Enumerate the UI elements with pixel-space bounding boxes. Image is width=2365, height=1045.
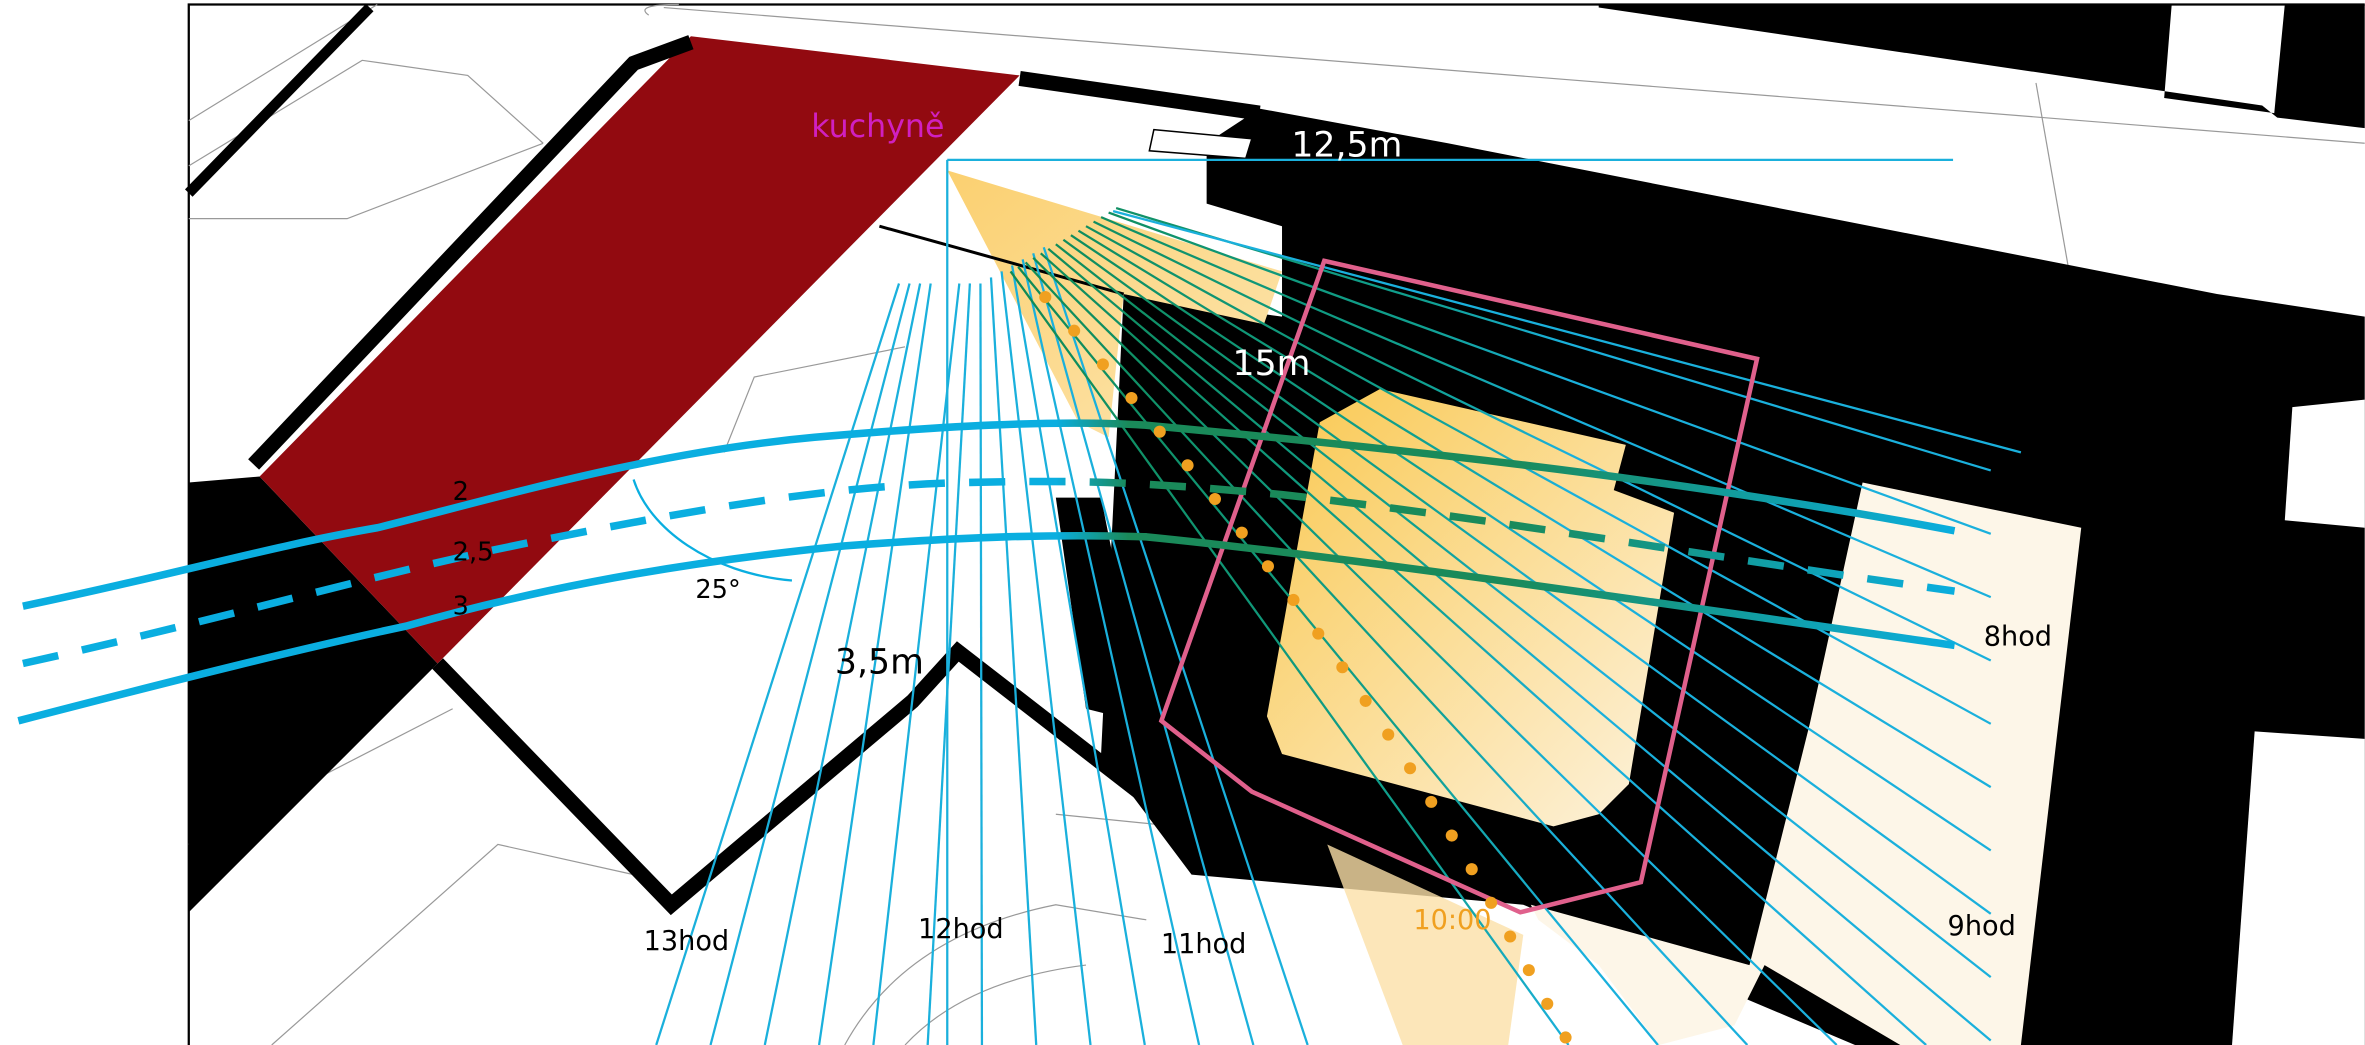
plot-outline (1158, 258, 1760, 915)
height-curves (17, 419, 1956, 725)
ray (655, 283, 901, 1045)
sun-dot (1125, 391, 1138, 405)
time-label: 8hod (1984, 621, 2052, 652)
sun-dot (1208, 492, 1221, 506)
courtyard (2232, 731, 2365, 1045)
time-label: 11hod (1161, 929, 1247, 960)
building (1598, 4, 2365, 129)
ray (1040, 252, 1927, 1045)
street-line (188, 59, 544, 167)
height-curve (22, 419, 1956, 610)
leader-line (879, 224, 1125, 296)
sun-path (1039, 291, 1572, 1044)
level-label: 2,5 (453, 537, 494, 567)
ray (817, 283, 932, 1045)
sun-dot (1522, 964, 1535, 977)
ray (1093, 220, 1992, 662)
ray (1009, 270, 1570, 1045)
labels: kuchyně 12,5m 15m 3,5m 25° 2 2,5 3 8hod … (453, 109, 2052, 960)
sun-dot (1312, 627, 1325, 640)
ray (1062, 238, 1992, 915)
ray (1077, 229, 1992, 789)
height-curve-dashed (22, 477, 1956, 668)
ray (1070, 234, 1992, 852)
time-label: 9hod (1948, 911, 2016, 942)
ray (989, 277, 1038, 1045)
sun-dot (1404, 762, 1417, 775)
courtyard (1530, 482, 2082, 1045)
ray (926, 283, 972, 1045)
ray (1024, 261, 1749, 1045)
street-line (663, 6, 2365, 144)
ray (709, 283, 911, 1045)
kitchen-label: kuchyně (811, 109, 944, 145)
sun-dot (1039, 291, 1052, 304)
street-line (723, 346, 906, 453)
distance-label: 12,5m (1291, 125, 1402, 165)
level-label: 3 (453, 592, 469, 622)
ray (1021, 259, 1201, 1045)
ray (979, 283, 984, 1045)
ray (1112, 210, 2022, 454)
sun-dot (1287, 593, 1300, 606)
street-line (271, 843, 634, 1045)
ray (1032, 257, 1838, 1045)
street-line (904, 964, 1087, 1045)
time-label: 13hod (644, 926, 730, 957)
ray (1032, 253, 1255, 1045)
sun-dot (1153, 425, 1166, 438)
street-line (188, 142, 544, 220)
sun-dot (1465, 863, 1478, 876)
sun-dot (1541, 997, 1554, 1010)
ray (1000, 271, 1092, 1045)
angle-arc (632, 479, 793, 582)
sun-dot (1261, 560, 1274, 573)
sun-dot (1068, 324, 1081, 337)
sun-dot (1359, 694, 1372, 707)
ray (1085, 225, 1992, 725)
distance-label: 3,5m (835, 642, 924, 682)
sun-dot (1096, 358, 1109, 371)
sun-dot (1445, 829, 1458, 842)
sun-dot (1181, 459, 1194, 472)
height-curve (17, 531, 1956, 725)
distance-label: 15m (1233, 344, 1311, 384)
ray (1108, 211, 1992, 535)
street-line (188, 4, 378, 122)
courtyard (2284, 399, 2365, 528)
sun-dot (1485, 896, 1498, 909)
buildings (184, 3, 2365, 1045)
building (188, 476, 438, 913)
ray (1055, 243, 1992, 979)
time-label: 12hod (918, 914, 1004, 945)
sun-dot (1336, 661, 1349, 674)
sun-dot (1235, 526, 1248, 539)
ray (763, 283, 922, 1045)
ray (1115, 207, 1992, 472)
courtyard-sun (1266, 389, 1675, 827)
ray (872, 283, 961, 1045)
balcony (1148, 128, 1253, 160)
street-line (644, 3, 679, 16)
wall (1018, 70, 1261, 121)
ray (1010, 265, 1146, 1045)
wall (248, 35, 694, 470)
building (1101, 108, 2365, 1045)
time-label: 10:00 (1413, 905, 1491, 936)
level-label: 2 (453, 477, 469, 507)
sun-wedge (1327, 844, 1524, 1045)
sun-dot (1559, 1031, 1572, 1044)
sun-dot (1382, 728, 1395, 741)
ray (1100, 216, 1992, 599)
wall (184, 3, 374, 197)
sun-dot (1504, 930, 1517, 943)
ray (1047, 247, 1992, 1042)
angle-label: 25° (695, 575, 740, 605)
ray (1017, 266, 1659, 1045)
sun-rays (655, 158, 2022, 1045)
sun-dot (1425, 795, 1438, 808)
